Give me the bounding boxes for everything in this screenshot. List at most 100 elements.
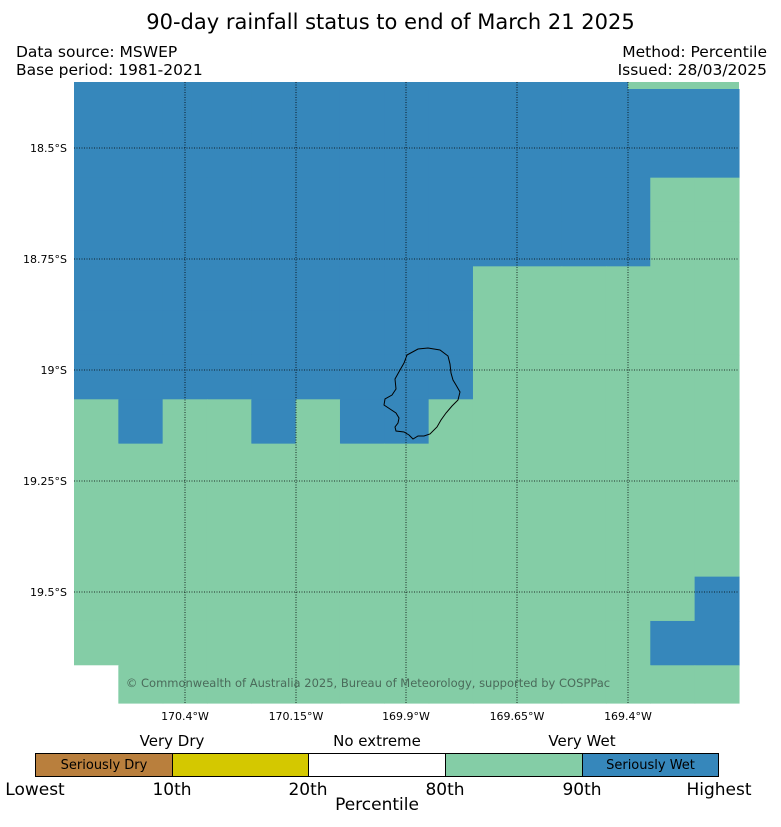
grid-cell bbox=[428, 221, 474, 267]
tick-80th: 80th bbox=[425, 780, 465, 800]
grid-cell bbox=[251, 266, 297, 312]
grid-cell bbox=[251, 399, 297, 445]
grid-cell bbox=[295, 399, 341, 445]
grid-cell bbox=[561, 354, 607, 400]
grid-cell bbox=[162, 89, 208, 134]
longitude-label: 169.9°W bbox=[382, 710, 430, 723]
grid-cell bbox=[694, 487, 740, 533]
colorbar-segment-seriously-wet: Seriously Wet bbox=[582, 753, 719, 777]
grid-cell bbox=[428, 443, 474, 489]
grid-cell bbox=[650, 221, 696, 267]
grid-cell bbox=[428, 266, 474, 312]
grid-cell bbox=[605, 266, 651, 312]
grid-cell bbox=[295, 665, 341, 704]
grid-cell bbox=[295, 266, 341, 312]
grid-cell bbox=[694, 133, 740, 179]
grid-cell bbox=[650, 576, 696, 622]
latitude-label: 19.5°S bbox=[30, 586, 67, 599]
grid-cell bbox=[561, 399, 607, 445]
grid-cell bbox=[206, 221, 252, 267]
grid-cell bbox=[339, 620, 385, 666]
grid-cell bbox=[162, 266, 208, 312]
grid-cell bbox=[517, 443, 563, 489]
grid-cell bbox=[605, 665, 651, 704]
grid-cell bbox=[384, 177, 430, 223]
grid-cell bbox=[517, 665, 563, 704]
grid-cell bbox=[650, 665, 696, 704]
grid-cell bbox=[694, 266, 740, 312]
latitude-label: 18.5°S bbox=[30, 142, 67, 155]
grid-cell bbox=[472, 487, 518, 533]
grid-cell bbox=[74, 310, 119, 356]
grid-cell bbox=[251, 310, 297, 356]
grid-cell bbox=[74, 443, 119, 489]
grid-cell bbox=[650, 266, 696, 312]
map-title: 90-day rainfall status to end of March 2… bbox=[146, 10, 635, 34]
grid-cell bbox=[561, 665, 607, 704]
grid-cell bbox=[694, 443, 740, 489]
grid-cell bbox=[694, 221, 740, 267]
grid-cell bbox=[384, 221, 430, 267]
grid-cell bbox=[605, 133, 651, 179]
grid-cell bbox=[561, 221, 607, 267]
grid-cell bbox=[206, 576, 252, 622]
grid-cell bbox=[428, 354, 474, 400]
longitude-label: 169.65°W bbox=[490, 710, 545, 723]
latitude-labels: 18.5°S 18.75°S 19°S 19.25°S 19.5°S bbox=[23, 142, 67, 599]
grid-cell bbox=[118, 266, 164, 312]
grid-cell bbox=[650, 620, 696, 666]
grid-cell bbox=[694, 576, 740, 622]
grid-cell bbox=[650, 354, 696, 400]
grid-cell bbox=[74, 487, 119, 533]
grid-cell bbox=[162, 620, 208, 666]
grid-cell bbox=[384, 310, 430, 356]
grid-cell bbox=[118, 399, 164, 445]
grid-cell bbox=[650, 133, 696, 179]
grid-cell bbox=[74, 620, 119, 666]
grid-cell bbox=[339, 443, 385, 489]
grid-cell bbox=[384, 266, 430, 312]
grid-cell bbox=[206, 487, 252, 533]
grid-cell bbox=[295, 354, 341, 400]
grid-cell bbox=[74, 221, 119, 267]
grid-cell bbox=[295, 310, 341, 356]
grid-cell bbox=[472, 576, 518, 622]
grid-cell bbox=[605, 532, 651, 578]
base-period-text: Base period: 1981-2021 bbox=[16, 61, 203, 79]
grid-cell bbox=[339, 399, 385, 445]
grid-cell bbox=[74, 576, 119, 622]
island-outline bbox=[383, 347, 461, 440]
grid-cell bbox=[339, 177, 385, 223]
grid-cell bbox=[295, 620, 341, 666]
metadata-left: Data source: MSWEP Base period: 1981-202… bbox=[16, 43, 203, 79]
grid-cell bbox=[472, 354, 518, 400]
grid-cell bbox=[74, 177, 119, 223]
grid-cell bbox=[118, 354, 164, 400]
grid-cell bbox=[517, 399, 563, 445]
grid-cell bbox=[472, 266, 518, 312]
grid-cell bbox=[428, 399, 474, 445]
grid-cell bbox=[295, 443, 341, 489]
grid-cell bbox=[118, 221, 164, 267]
grid-cell bbox=[650, 89, 696, 134]
grid-cell bbox=[428, 576, 474, 622]
grid-cell bbox=[339, 665, 385, 704]
grid-cell bbox=[74, 399, 119, 445]
grid-cell bbox=[561, 576, 607, 622]
grid-cell bbox=[517, 221, 563, 267]
grid-cell bbox=[339, 576, 385, 622]
grid-cell bbox=[472, 532, 518, 578]
grid-cell bbox=[339, 221, 385, 267]
grid-cell bbox=[384, 620, 430, 666]
grid-cell bbox=[561, 177, 607, 223]
grid-cell bbox=[251, 133, 297, 179]
grid-cell bbox=[650, 310, 696, 356]
grid-cell bbox=[384, 487, 430, 533]
grid-cell bbox=[251, 576, 297, 622]
grid-cell bbox=[428, 532, 474, 578]
grid-cell bbox=[561, 89, 607, 134]
grid-cell bbox=[561, 266, 607, 312]
grid-cell bbox=[472, 443, 518, 489]
grid-cell bbox=[472, 620, 518, 666]
grid-cell bbox=[74, 133, 119, 179]
